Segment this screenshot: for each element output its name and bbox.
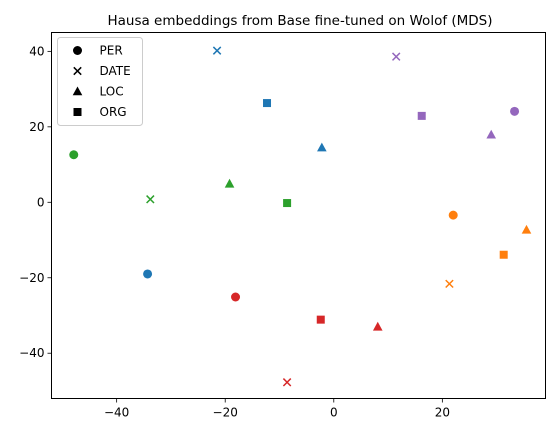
data-point-circle (448, 210, 458, 220)
data-point-square (316, 315, 325, 324)
legend-label: DATE (100, 64, 131, 78)
y-tick-label: 0 (37, 195, 45, 209)
data-point-triangle (521, 224, 532, 234)
legend: PER DATE LOC ORG (57, 37, 143, 126)
x-tick-label: −20 (213, 406, 238, 420)
y-tick-label: −40 (19, 346, 44, 360)
legend-marker-circle (73, 46, 82, 55)
data-point-circle (143, 269, 153, 279)
data-point-x (282, 378, 292, 387)
data-points (69, 46, 532, 387)
plot-area (51, 32, 546, 399)
y-tick-label: −20 (19, 271, 44, 285)
y-tick-label: 20 (29, 120, 44, 134)
legend-label: ORG (100, 105, 127, 119)
x-tick-label: −40 (104, 406, 129, 420)
y-axis: −40 −20 0 20 40 (19, 44, 52, 360)
data-point-x (445, 279, 454, 289)
y-tick-label: 40 (29, 44, 44, 58)
x-axis: −40 −20 0 20 (104, 398, 450, 420)
legend-marker-square (73, 108, 82, 116)
data-point-triangle (486, 129, 497, 139)
x-tick-label: 0 (330, 406, 338, 420)
legend-marker-x (73, 66, 82, 76)
chart-title: Hausa embeddings from Base fine-tuned on… (107, 13, 492, 29)
data-point-square (499, 250, 508, 259)
data-point-circle (69, 150, 79, 160)
data-point-square (417, 111, 426, 120)
data-point-circle (510, 106, 520, 116)
data-point-circle (231, 292, 241, 302)
data-point-x (212, 46, 222, 55)
data-point-square (283, 199, 292, 208)
data-point-square (263, 99, 272, 108)
x-tick-label: 20 (435, 406, 450, 420)
data-point-x (391, 52, 401, 61)
legend-label: LOC (100, 85, 124, 99)
data-point-x (146, 195, 155, 204)
legend-box (57, 37, 143, 126)
legend-marker-triangle (72, 86, 83, 96)
data-point-triangle (224, 178, 235, 188)
data-point-triangle (317, 142, 327, 152)
legend-label: PER (100, 44, 123, 58)
data-point-triangle (372, 321, 383, 331)
